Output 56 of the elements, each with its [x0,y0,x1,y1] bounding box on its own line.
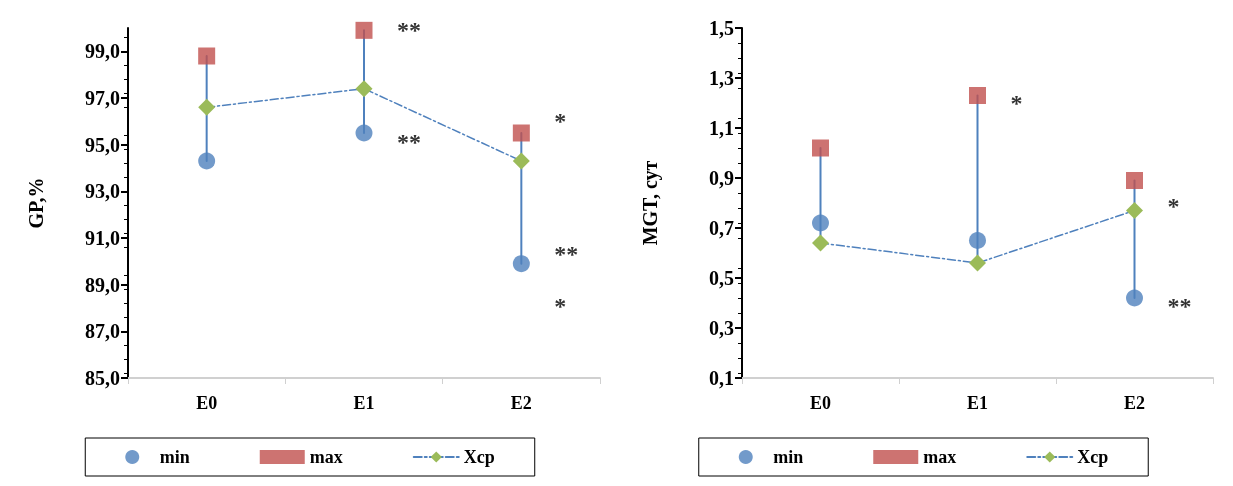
y-tick-label: 93,0 [85,180,120,203]
legend-label: max [923,447,957,467]
point [355,21,373,39]
point [512,152,530,170]
point [969,87,986,104]
annotation: * [554,108,567,135]
point [512,255,530,273]
annotation: * [1167,192,1180,219]
point [812,139,829,157]
annotation: ** [1167,292,1192,319]
point [812,214,829,232]
y-axis-title: MGT, сут [639,160,662,246]
point [512,124,530,142]
point [198,152,216,170]
y-tick-label: 0,7 [709,217,734,239]
point [1126,289,1143,307]
y-tick-label: 85,0 [85,367,120,389]
legend-label: min [159,447,190,467]
legend-label: min [773,447,804,467]
point [969,232,986,249]
y-tick-label: 87,0 [85,320,120,343]
annotation: ** [397,17,421,44]
point [355,124,373,142]
x-tick-label: E0 [809,393,832,413]
y-tick-label: 1,3 [709,67,734,89]
y-axis-title: GP,% [25,177,47,229]
x-tick-label: E2 [1123,393,1146,413]
y-tick-label: 0,1 [709,367,734,389]
y-tick-label: 1,5 [709,17,734,39]
point [969,254,986,272]
y-tick-label: 1,1 [709,117,734,139]
legend-label: max [309,447,343,467]
point [198,98,216,116]
y-tick-label: 0,9 [709,167,734,189]
y-tick-label: 97,0 [85,87,120,109]
y-tick-label: 0,3 [709,317,734,339]
point [355,80,373,98]
y-tick-label: 91,0 [85,227,120,249]
annotation: * [1010,90,1023,116]
annotation: ** [397,129,421,156]
x-tick-label: E1 [966,393,989,413]
point [198,47,216,65]
point [812,234,829,252]
y-tick-label: 95,0 [85,133,120,156]
y-tick-label: 99,0 [85,40,120,63]
x-tick-label: E1 [353,393,375,413]
y-tick-label: 89,0 [85,273,120,296]
annotation: * [554,292,567,319]
x-tick-label: E0 [196,393,218,413]
legend-label: Xcp [463,447,495,467]
y-tick-label: 0,5 [709,267,734,289]
annotation: ** [554,241,579,268]
point [1126,172,1143,189]
point [1126,202,1143,219]
legend-label: Xcp [1077,447,1109,467]
x-tick-label: E2 [510,393,532,413]
